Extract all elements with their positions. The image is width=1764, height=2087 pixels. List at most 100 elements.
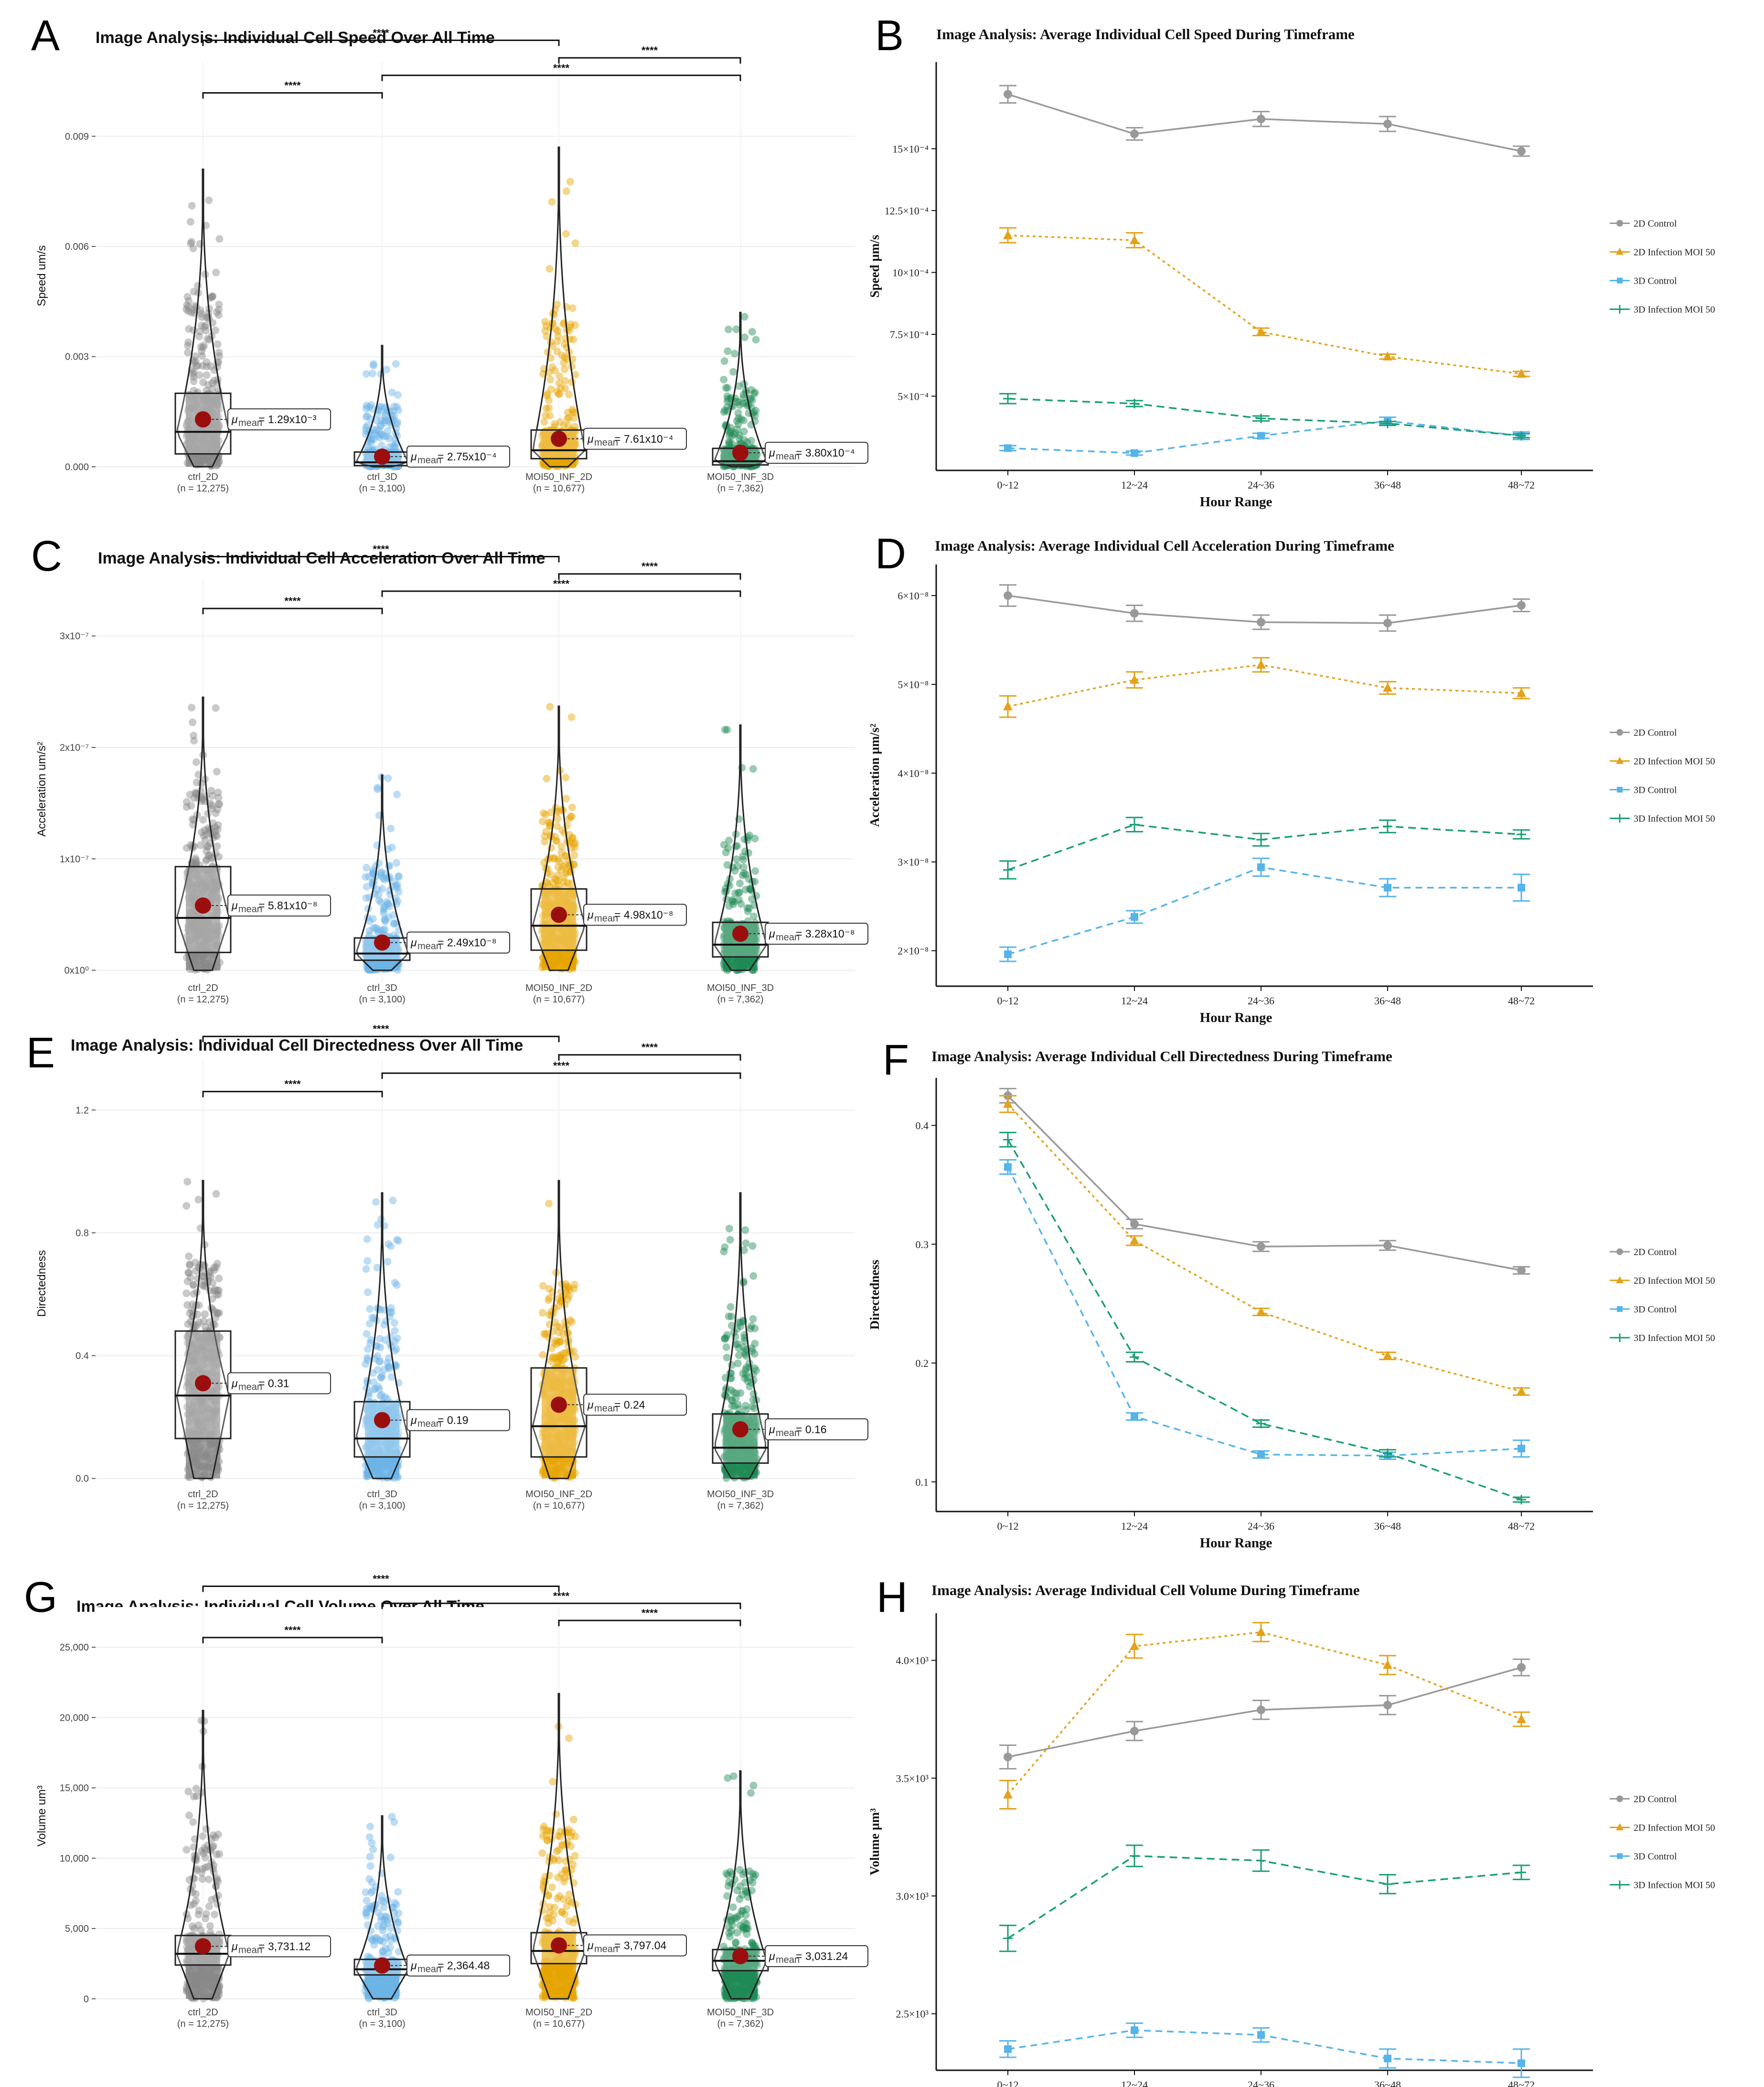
data-point — [548, 198, 556, 206]
significance-stars: **** — [284, 1078, 301, 1090]
mean-point — [551, 1396, 567, 1413]
data-point — [376, 430, 385, 438]
data-point — [720, 1247, 728, 1256]
data-point — [183, 1301, 192, 1309]
mean-value: = 4.98x10⁻⁸ — [614, 908, 674, 921]
category-label: MOI50_INF_2D — [525, 1489, 592, 1500]
mean-point — [732, 1421, 748, 1437]
data-point — [367, 401, 375, 409]
data-point — [363, 1330, 371, 1338]
mean-point — [374, 934, 390, 951]
data-point — [724, 394, 732, 403]
data-point — [204, 1276, 212, 1284]
mean-point — [195, 1375, 211, 1392]
data-point — [184, 349, 192, 357]
data-point — [546, 375, 555, 383]
data-point — [552, 876, 560, 884]
data-point — [560, 365, 568, 373]
data-point — [728, 1396, 736, 1405]
data-point — [747, 394, 755, 403]
category-label: ctrl_2D — [188, 472, 218, 482]
data-point — [373, 426, 381, 434]
data-point — [562, 187, 570, 195]
data-point — [388, 388, 396, 396]
data-point — [190, 1900, 198, 1908]
data-point — [214, 311, 223, 319]
data-point — [385, 435, 393, 443]
n-label: (n = 10,677) — [533, 994, 585, 1005]
mean-point — [374, 448, 390, 465]
data-point — [205, 196, 213, 204]
data-point — [188, 703, 196, 712]
mean-label-ctrl_2D: μ mean= 3,731.12 — [227, 1935, 331, 1958]
data-point — [184, 341, 192, 350]
data-point — [214, 788, 222, 797]
data-point — [190, 377, 198, 385]
data-point — [541, 832, 549, 840]
data-point — [395, 406, 403, 415]
data-point — [737, 1322, 745, 1330]
y-tick-label: 0.000 — [65, 462, 89, 472]
data-point — [548, 319, 556, 327]
data-point — [743, 1373, 751, 1381]
data-point — [564, 415, 572, 423]
data-point — [739, 863, 748, 871]
data-point — [374, 859, 383, 867]
data-point — [202, 1915, 210, 1923]
category-label: MOI50_INF_3D — [707, 1489, 774, 1500]
y-tick-label: 10,000 — [60, 1853, 89, 1864]
y-tick-label: 5,000 — [65, 1924, 89, 1934]
data-point — [551, 420, 559, 428]
data-point — [202, 321, 210, 330]
data-point — [560, 359, 568, 367]
data-point — [374, 1221, 382, 1229]
data-point — [565, 390, 573, 398]
data-point — [183, 293, 192, 301]
data-point — [541, 318, 549, 326]
data-point — [734, 889, 742, 897]
data-point — [375, 896, 383, 905]
data-point — [185, 1811, 193, 1820]
data-point — [387, 824, 395, 832]
data-point — [742, 871, 750, 879]
data-point — [557, 842, 566, 851]
data-point — [726, 1236, 734, 1244]
mean-value: = 0.16 — [796, 1423, 827, 1436]
category-label: ctrl_2D — [188, 2007, 218, 2018]
panel-letter: C — [31, 532, 62, 580]
data-point — [370, 436, 378, 444]
data-point — [185, 1252, 193, 1260]
data-point — [570, 409, 578, 416]
data-point — [186, 1261, 193, 1269]
mu-symbol: μ — [587, 433, 594, 445]
data-point — [539, 1351, 547, 1359]
data-point — [381, 411, 389, 419]
data-point — [184, 1788, 192, 1796]
data-point — [386, 1332, 395, 1340]
data-point — [192, 856, 200, 864]
data-point — [381, 915, 389, 923]
data-point — [751, 834, 759, 842]
data-point — [197, 310, 205, 318]
data-point — [212, 1190, 220, 1198]
y-tick-label: 0.0 — [75, 1474, 89, 1484]
data-point — [199, 1849, 207, 1857]
data-point — [546, 703, 554, 711]
n-label: (n = 12,275) — [177, 2019, 229, 2029]
data-point — [571, 321, 579, 329]
data-point — [730, 430, 738, 438]
data-point — [749, 1272, 758, 1280]
data-point — [395, 1237, 403, 1245]
n-label: (n = 3,100) — [359, 483, 405, 494]
data-point — [212, 268, 220, 277]
data-point — [378, 430, 386, 438]
n-label: (n = 12,275) — [177, 1501, 229, 1511]
data-point — [556, 418, 564, 426]
data-point — [738, 415, 745, 423]
data-point — [562, 795, 570, 803]
y-tick-label: 1x10⁻⁷ — [60, 854, 89, 864]
data-point — [212, 704, 220, 712]
data-point — [542, 405, 550, 413]
data-point — [200, 1317, 208, 1325]
data-point — [198, 313, 206, 321]
